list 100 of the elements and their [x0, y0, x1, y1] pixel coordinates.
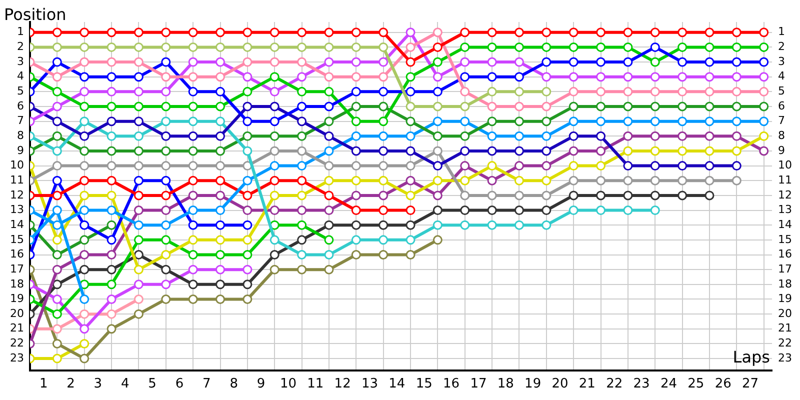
point: [487, 176, 497, 186]
point: [80, 102, 90, 112]
point: [623, 206, 633, 216]
point: [487, 116, 497, 126]
point: [514, 42, 524, 52]
point: [161, 116, 171, 126]
point: [270, 235, 280, 245]
point: [242, 280, 252, 290]
x-tick-label: 20: [552, 376, 568, 392]
point: [650, 42, 660, 52]
point: [704, 102, 714, 112]
point: [514, 86, 524, 96]
x-tick-label: 26: [714, 376, 732, 392]
point: [678, 131, 688, 141]
point: [216, 280, 226, 290]
y2-tick-label: 10: [778, 158, 792, 172]
y-tick-label: 18: [10, 277, 24, 290]
point: [270, 102, 280, 112]
point: [270, 72, 280, 82]
point: [52, 190, 62, 200]
point: [106, 42, 116, 52]
point: [596, 146, 606, 156]
point: [80, 206, 90, 216]
point: [106, 280, 116, 290]
point: [460, 220, 470, 230]
point: [514, 131, 524, 141]
point: [568, 190, 578, 200]
point: [704, 161, 714, 171]
point: [542, 206, 552, 216]
point: [188, 28, 198, 38]
point: [270, 86, 280, 96]
point: [596, 86, 606, 96]
point: [188, 146, 198, 156]
point: [351, 190, 361, 200]
point: [460, 206, 470, 216]
point: [297, 161, 307, 171]
point: [52, 324, 62, 334]
point: [52, 86, 62, 96]
y-tick-label: 5: [16, 84, 24, 98]
point: [378, 250, 388, 260]
point: [324, 42, 334, 52]
point: [161, 264, 171, 274]
point: [134, 309, 144, 319]
point: [134, 280, 144, 290]
point: [678, 116, 688, 126]
point: [297, 57, 307, 67]
point: [324, 206, 334, 216]
point: [351, 250, 361, 260]
point: [378, 220, 388, 230]
point: [242, 146, 252, 156]
point: [216, 161, 226, 171]
point: [704, 28, 714, 38]
point: [406, 206, 416, 216]
point: [134, 235, 144, 245]
point: [52, 102, 62, 112]
point: [134, 250, 144, 260]
point: [704, 131, 714, 141]
point: [242, 131, 252, 141]
point: [270, 28, 280, 38]
point: [216, 206, 226, 216]
x-tick-label: 15: [416, 376, 432, 392]
y2-tick-label: 7: [778, 114, 786, 128]
point: [106, 206, 116, 216]
y2-tick-label: 5: [778, 84, 786, 98]
point: [678, 86, 688, 96]
point: [134, 146, 144, 156]
point: [650, 161, 660, 171]
point: [568, 42, 578, 52]
point: [242, 42, 252, 52]
point: [134, 190, 144, 200]
point: [460, 28, 470, 38]
point: [759, 57, 769, 67]
point: [297, 235, 307, 245]
point: [188, 264, 198, 274]
point: [378, 72, 388, 82]
point: [759, 86, 769, 96]
point: [514, 190, 524, 200]
point: [324, 250, 334, 260]
y2-tick-label: 8: [778, 129, 786, 142]
point: [542, 176, 552, 186]
y-tick-label: 14: [10, 218, 24, 231]
point: [596, 116, 606, 126]
point: [106, 102, 116, 112]
point: [568, 161, 578, 171]
point: [406, 220, 416, 230]
point: [542, 146, 552, 156]
point: [678, 190, 688, 200]
y2-tick-label: 13: [778, 203, 792, 216]
point: [514, 102, 524, 112]
x-tick-label: 17: [470, 376, 487, 392]
point: [378, 28, 388, 38]
point: [52, 146, 62, 156]
point: [80, 146, 90, 156]
point: [52, 294, 62, 304]
point: [568, 28, 578, 38]
point: [542, 72, 552, 82]
point: [704, 42, 714, 52]
point: [596, 206, 606, 216]
y2-tick-label: 15: [778, 232, 792, 246]
point: [134, 116, 144, 126]
